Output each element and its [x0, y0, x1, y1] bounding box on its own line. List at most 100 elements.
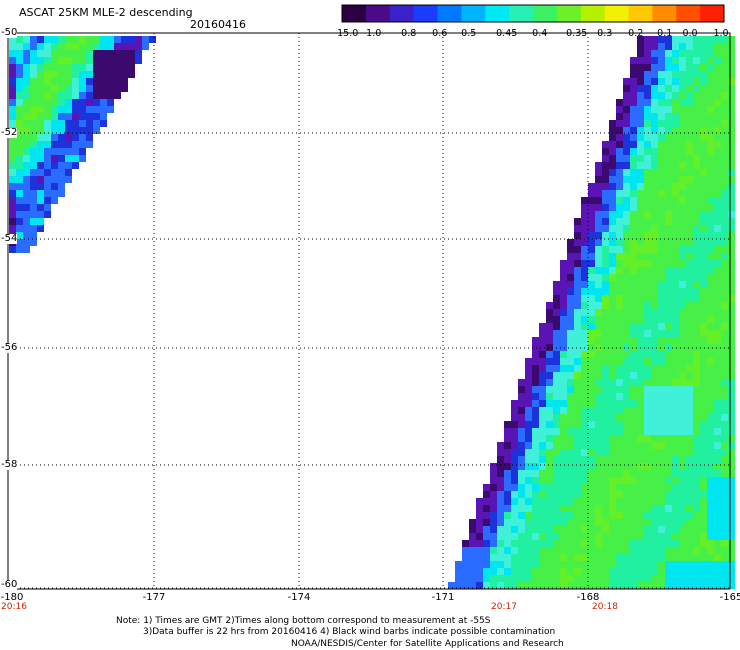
swath-cell [658, 148, 665, 155]
swath-cell [616, 554, 623, 561]
swath-cell [707, 337, 714, 344]
swath-cell [658, 211, 665, 218]
swath-cell [679, 78, 686, 85]
swath-cell [553, 400, 560, 407]
swath-cell [693, 400, 700, 407]
swath-cell [30, 64, 37, 71]
swath-cell [539, 435, 546, 442]
swath-cell [630, 64, 637, 71]
swath-cell [651, 435, 658, 442]
swath-cell [23, 176, 30, 183]
swath-cell [644, 554, 651, 561]
swath-cell [23, 211, 30, 218]
swath-cell [714, 239, 721, 246]
swath-cell [623, 491, 630, 498]
swath-cell [511, 533, 518, 540]
swath-cell [714, 414, 721, 421]
swath-cell [658, 288, 665, 295]
swath-cell [637, 176, 644, 183]
swath-cell [714, 386, 721, 393]
swath-cell [637, 78, 644, 85]
map-frame [7, 32, 731, 590]
swath-cell [686, 386, 693, 393]
swath-cell [672, 484, 679, 491]
swath-cell [93, 57, 100, 64]
swath-cell [497, 575, 504, 582]
swath-cell [714, 232, 721, 239]
swath-cell [672, 225, 679, 232]
swath-cell [65, 92, 72, 99]
swath-cell [714, 64, 721, 71]
swath-cell [637, 463, 644, 470]
swath-cell [644, 547, 651, 554]
swath-cell [504, 568, 511, 575]
swath-cell [693, 316, 700, 323]
swath-cell [693, 526, 700, 533]
swath-cell [44, 92, 51, 99]
swath-cell [728, 344, 735, 351]
swath-cell [567, 295, 574, 302]
swath-cell [609, 253, 616, 260]
swath-cell [623, 106, 630, 113]
swath-cell [16, 162, 23, 169]
swath-cell [728, 190, 735, 197]
swath-cell [630, 113, 637, 120]
swath-cell [30, 106, 37, 113]
swath-cell [686, 400, 693, 407]
swath-cell [630, 449, 637, 456]
swath-cell [553, 386, 560, 393]
swath-cell [602, 561, 609, 568]
swath-cell [44, 127, 51, 134]
swath-cell [728, 197, 735, 204]
swath-cell [658, 442, 665, 449]
swath-cell [686, 169, 693, 176]
swath-cell [588, 421, 595, 428]
swath-cell [560, 344, 567, 351]
swath-cell [79, 113, 86, 120]
swath-cell [574, 421, 581, 428]
swath-cell [630, 554, 637, 561]
swath-cell [602, 232, 609, 239]
swath-cell [532, 421, 539, 428]
swath-cell [546, 407, 553, 414]
swath-cell [588, 428, 595, 435]
swath-cell [651, 400, 658, 407]
swath-cell [651, 141, 658, 148]
swath-cell [728, 337, 735, 344]
swath-cell [686, 71, 693, 78]
swath-cell [714, 554, 721, 561]
swath-cell [728, 526, 735, 533]
swath-cell [637, 120, 644, 127]
swath-cell [546, 456, 553, 463]
swath-cell [588, 477, 595, 484]
swath-cell [637, 575, 644, 582]
swath-cell [700, 176, 707, 183]
swath-cell [9, 113, 16, 120]
swath-cell [497, 526, 504, 533]
swath-cell [651, 491, 658, 498]
swath-cell [574, 281, 581, 288]
swath-cell [679, 442, 686, 449]
swath-cell [490, 470, 497, 477]
swath-cell [114, 64, 121, 71]
swath-cell [16, 106, 23, 113]
swath-cell [72, 162, 79, 169]
colorbar-label: -0.4 [528, 28, 548, 39]
swath-cell [518, 498, 525, 505]
swath-cell [490, 540, 497, 547]
swath-cell [539, 533, 546, 540]
swath-cell [651, 43, 658, 50]
swath-cell [588, 253, 595, 260]
swath-cell [567, 302, 574, 309]
swath-cell [637, 106, 644, 113]
swath-cell [574, 498, 581, 505]
swath-cell [93, 50, 100, 57]
swath-cell [630, 162, 637, 169]
swath-cell [37, 141, 44, 148]
swath-cell [651, 463, 658, 470]
swath-cell [714, 218, 721, 225]
swath-cell [588, 358, 595, 365]
swath-cell [630, 400, 637, 407]
swath-cell [581, 239, 588, 246]
swath-cell [79, 36, 86, 43]
